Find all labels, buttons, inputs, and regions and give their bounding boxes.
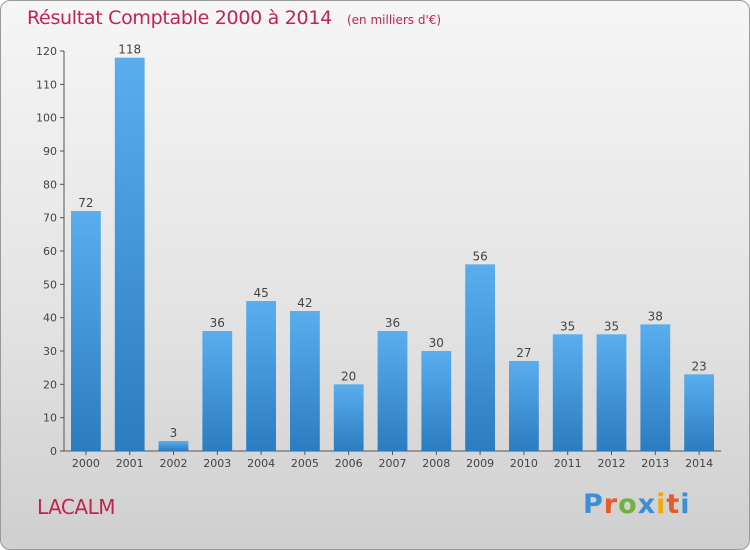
bar <box>465 264 495 451</box>
data-label: 35 <box>604 319 619 333</box>
bar <box>509 361 539 451</box>
chart-bars <box>71 57 714 452</box>
x-tick-label: 2014 <box>685 457 713 470</box>
x-tick-label: 2003 <box>203 457 231 470</box>
data-label: 36 <box>210 316 225 330</box>
brand-logo[interactable]: Proxiti <box>583 489 691 520</box>
x-tick-label: 2004 <box>247 457 275 470</box>
bar <box>377 331 408 451</box>
brand-letter: i <box>656 489 667 520</box>
brand-letter: i <box>680 489 691 520</box>
x-tick-label: 2007 <box>379 457 407 470</box>
bar <box>596 334 627 451</box>
data-label: 56 <box>472 249 487 263</box>
y-tick-label: 70 <box>43 212 57 225</box>
data-label: 72 <box>78 196 93 210</box>
y-tick-label: 50 <box>43 278 57 291</box>
y-tick-label: 120 <box>36 45 57 58</box>
bar <box>421 351 452 451</box>
x-tick-label: 2006 <box>335 457 363 470</box>
y-tick-label: 30 <box>43 345 57 358</box>
bar <box>640 324 671 451</box>
y-tick-label: 100 <box>36 112 57 125</box>
x-tick-label: 2001 <box>116 457 144 470</box>
data-label: 27 <box>516 346 531 360</box>
x-tick-label: 2002 <box>160 457 188 470</box>
bar <box>246 301 276 451</box>
y-tick-label: 60 <box>43 245 57 258</box>
y-tick-label: 0 <box>50 445 57 458</box>
x-tick-label: 2011 <box>554 457 582 470</box>
chart-header: Résultat Comptable 2000 à 2014 (en milli… <box>27 7 441 29</box>
x-tick-label: 2008 <box>422 457 450 470</box>
data-label: 30 <box>429 336 444 350</box>
y-tick-label: 20 <box>43 378 57 391</box>
brand-letter: r <box>603 489 619 520</box>
data-label: 118 <box>118 43 141 57</box>
x-tick-label: 2010 <box>510 457 538 470</box>
bar <box>158 441 189 451</box>
data-label: 42 <box>297 296 312 310</box>
bar <box>114 57 145 452</box>
bar <box>290 311 320 451</box>
x-tick-label: 2000 <box>72 457 100 470</box>
y-tick-label: 110 <box>36 78 57 91</box>
bar <box>202 331 233 451</box>
chart-title: Résultat Comptable 2000 à 2014 <box>27 7 332 29</box>
data-label: 23 <box>691 359 706 373</box>
y-tick-label: 80 <box>43 178 57 191</box>
bar <box>71 211 101 451</box>
x-tick-label: 2013 <box>641 457 669 470</box>
bar <box>333 384 364 451</box>
y-tick-label: 40 <box>43 312 57 325</box>
x-tick-label: 2005 <box>291 457 319 470</box>
bar <box>552 334 583 451</box>
x-tick-label: 2009 <box>466 457 494 470</box>
data-label: 45 <box>253 286 268 300</box>
y-tick-label: 10 <box>43 412 57 425</box>
brand-letter: o <box>618 489 638 520</box>
bar-chart: 0 10 20 30 40 50 60 70 80 90 100 110 120 2000 2001 2002… <box>36 43 721 470</box>
chart-subtitle: (en milliers d'€) <box>346 13 442 27</box>
data-label: 38 <box>648 309 663 323</box>
commune-name: LACALM <box>37 495 115 519</box>
brand-letter: P <box>583 489 604 520</box>
brand-letter: x <box>637 489 657 520</box>
x-tick-label: 2012 <box>598 457 626 470</box>
data-label: 3 <box>170 426 178 440</box>
data-label: 35 <box>560 319 575 333</box>
data-label: 36 <box>385 316 400 330</box>
bar <box>684 374 714 451</box>
y-tick-label: 90 <box>43 145 57 158</box>
chart-data-labels: 72 118 3 36 45 42 20 36 30 56 27 35 35 38 23 <box>78 43 706 440</box>
data-label: 20 <box>341 369 356 383</box>
brand-letter: t <box>666 489 681 520</box>
